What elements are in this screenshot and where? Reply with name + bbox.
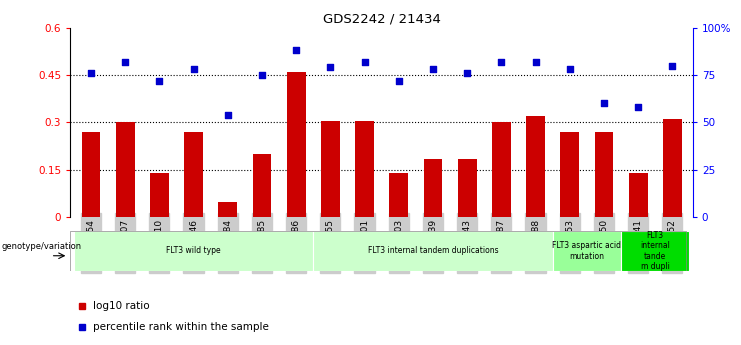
- Point: [359, 59, 370, 65]
- Text: log10 ratio: log10 ratio: [93, 301, 149, 311]
- Point: [393, 78, 405, 83]
- Text: FLT3 aspartic acid
mutation: FLT3 aspartic acid mutation: [552, 241, 621, 261]
- Point: [256, 72, 268, 78]
- Bar: [219, 201, 237, 217]
- Bar: [184, 132, 203, 217]
- Bar: [74, 231, 313, 271]
- Bar: [560, 132, 579, 217]
- Point: [222, 112, 233, 118]
- Bar: [82, 132, 100, 217]
- Bar: [287, 72, 305, 217]
- Point: [325, 65, 336, 70]
- Bar: [355, 121, 374, 217]
- Text: FLT3 wild type: FLT3 wild type: [166, 246, 221, 256]
- Bar: [492, 122, 511, 217]
- Text: GDS2242 / 21434: GDS2242 / 21434: [322, 12, 441, 25]
- Bar: [628, 173, 648, 217]
- Point: [187, 67, 199, 72]
- Bar: [313, 231, 553, 271]
- Point: [564, 67, 576, 72]
- Bar: [663, 119, 682, 217]
- Bar: [621, 231, 689, 271]
- Bar: [424, 159, 442, 217]
- Point: [427, 67, 439, 72]
- Bar: [253, 154, 271, 217]
- Bar: [116, 122, 135, 217]
- Point: [598, 101, 610, 106]
- Point: [119, 59, 131, 65]
- Text: FLT3 internal tandem duplications: FLT3 internal tandem duplications: [368, 246, 498, 256]
- Bar: [150, 173, 169, 217]
- Point: [632, 105, 644, 110]
- Point: [290, 48, 302, 53]
- Point: [666, 63, 678, 68]
- Text: percentile rank within the sample: percentile rank within the sample: [93, 322, 268, 332]
- Bar: [458, 159, 476, 217]
- Point: [85, 70, 97, 76]
- Point: [496, 59, 508, 65]
- Point: [530, 59, 542, 65]
- Point: [153, 78, 165, 83]
- Text: genotype/variation: genotype/variation: [1, 242, 82, 251]
- Bar: [594, 132, 614, 217]
- Bar: [553, 231, 621, 271]
- Bar: [526, 116, 545, 217]
- Point: [461, 70, 473, 76]
- Text: FLT3
internal
tande
m dupli: FLT3 internal tande m dupli: [640, 231, 670, 271]
- Bar: [389, 173, 408, 217]
- Bar: [321, 121, 339, 217]
